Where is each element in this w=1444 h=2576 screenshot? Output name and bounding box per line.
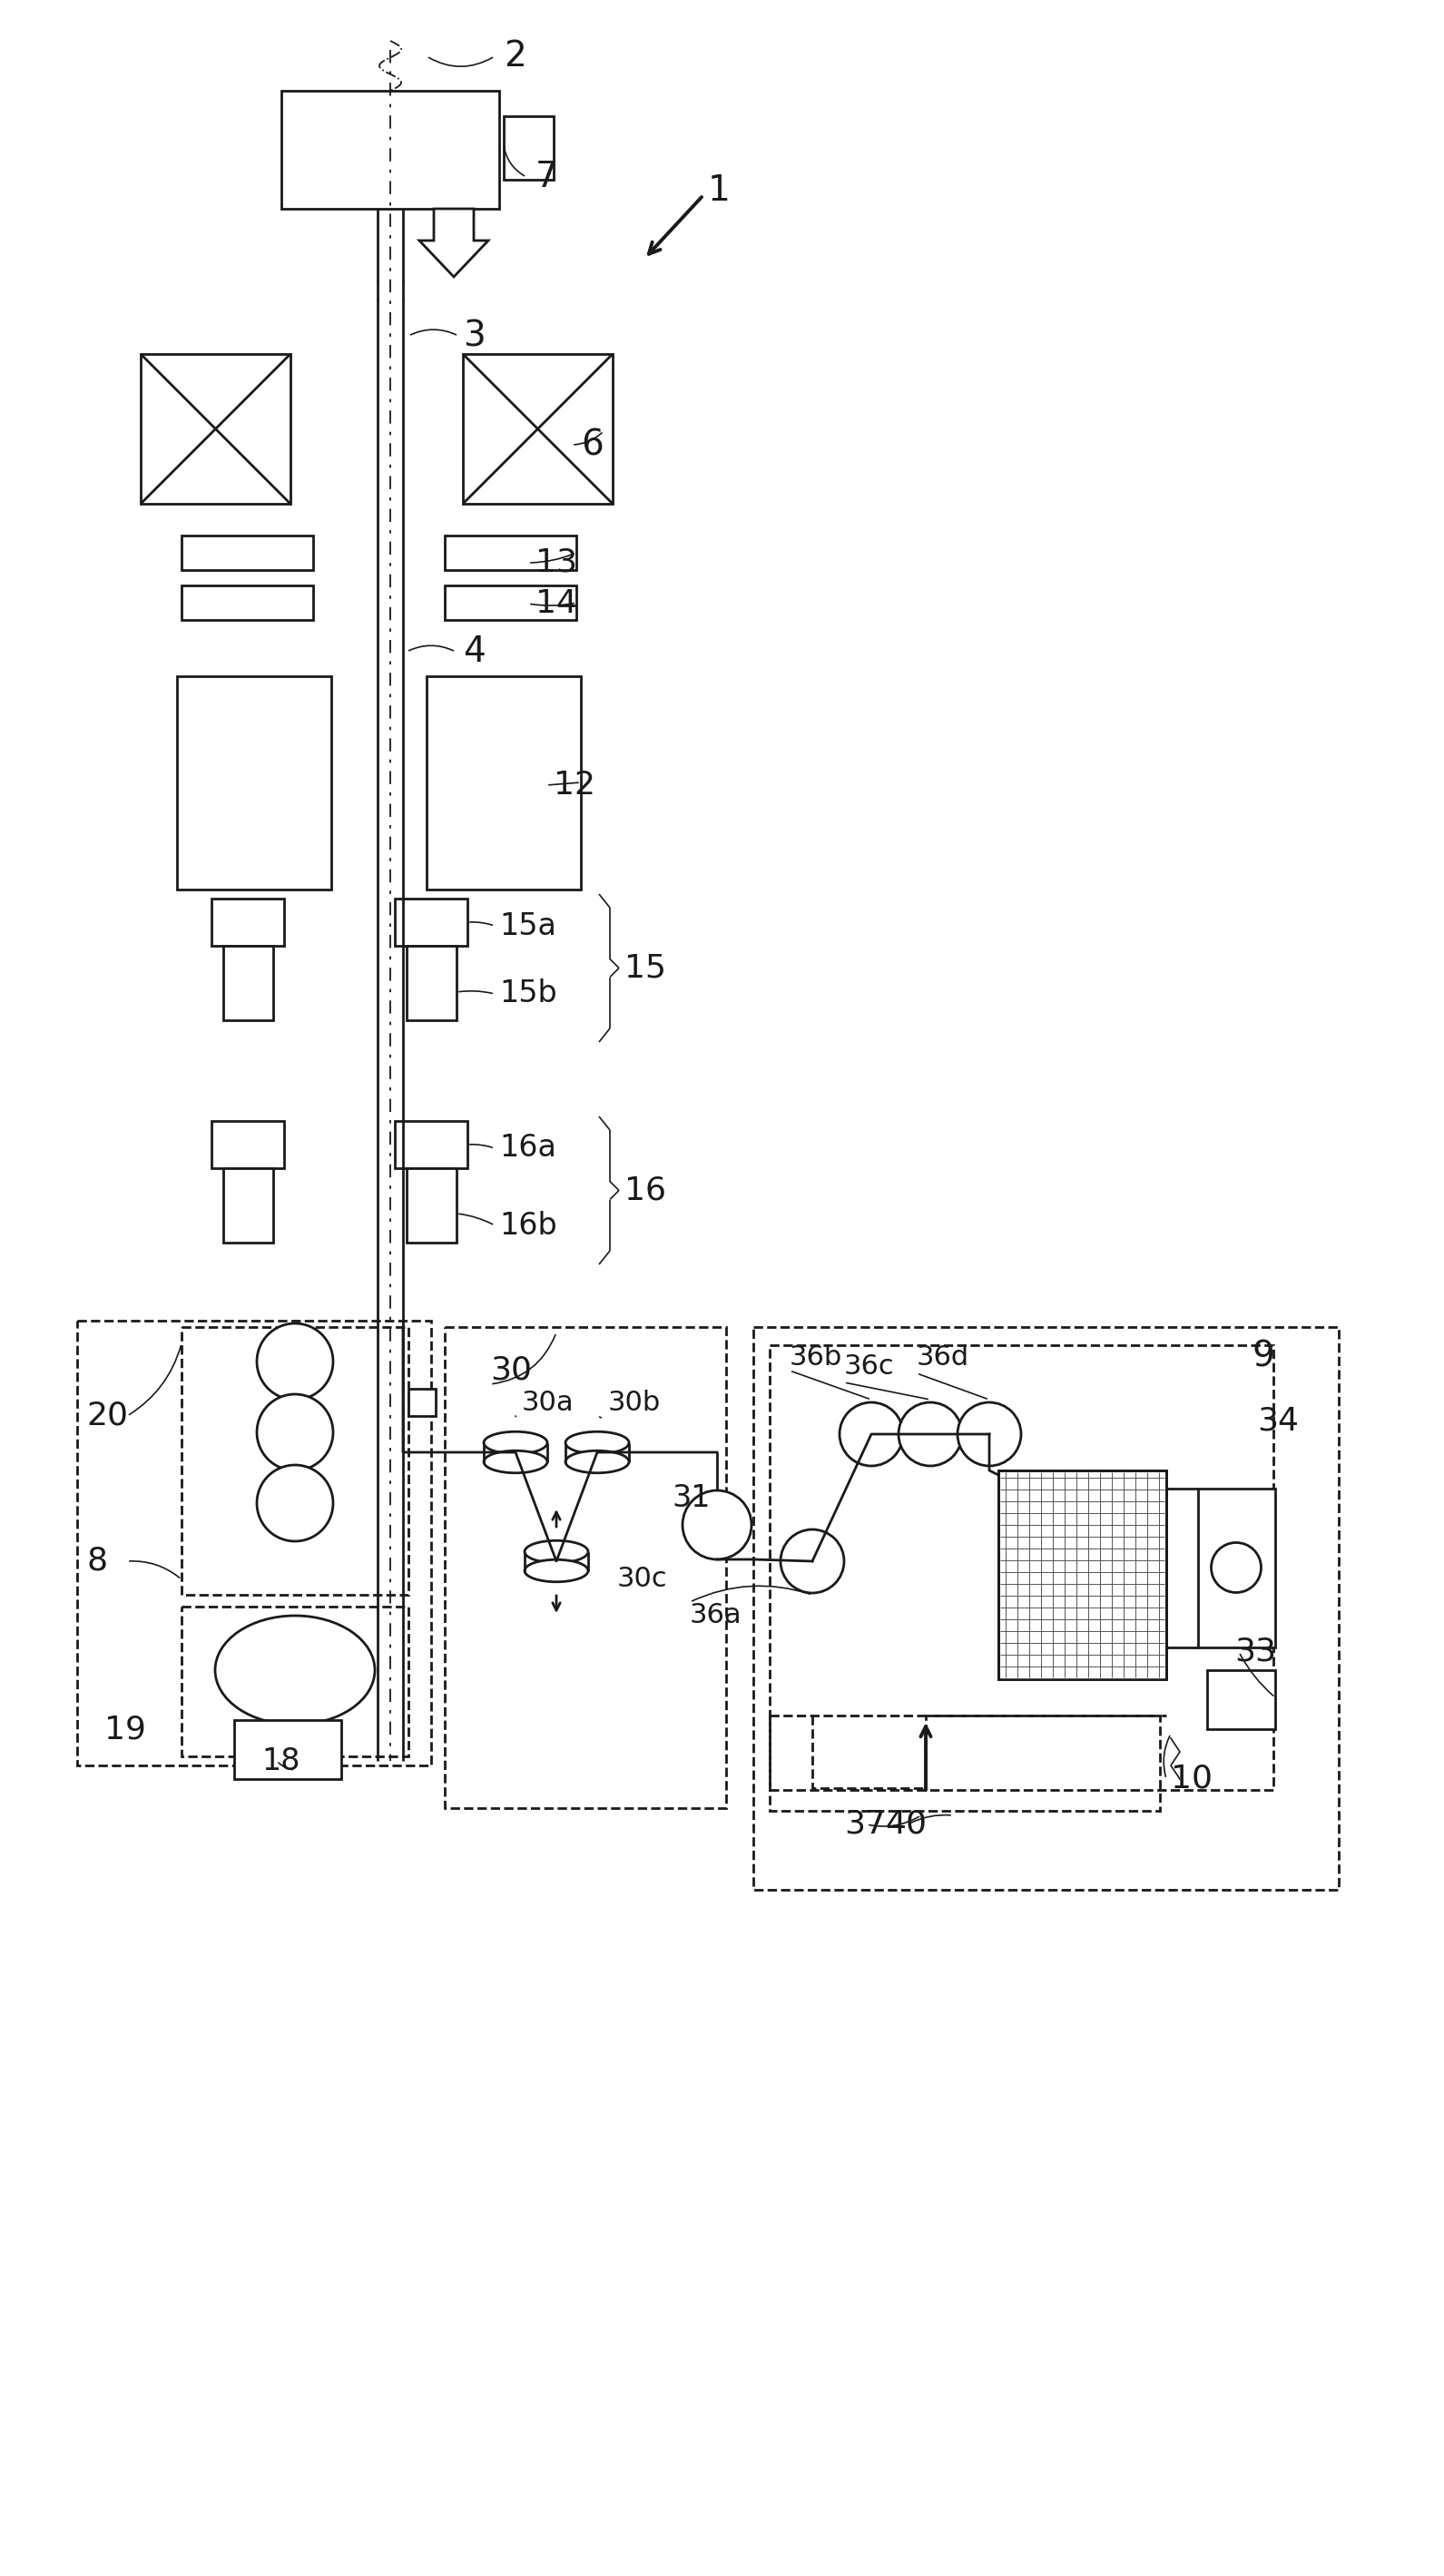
- Bar: [211, 899, 284, 945]
- Bar: [211, 1121, 284, 1167]
- Circle shape: [257, 1394, 334, 1471]
- Circle shape: [781, 1530, 845, 1592]
- Ellipse shape: [215, 1615, 375, 1723]
- Text: 30a: 30a: [521, 1388, 575, 1417]
- Text: 10: 10: [1171, 1765, 1213, 1795]
- Text: 4: 4: [464, 634, 485, 670]
- Bar: [504, 116, 553, 180]
- Ellipse shape: [524, 1558, 588, 1582]
- Text: 20: 20: [87, 1401, 129, 1432]
- Text: 18: 18: [263, 1747, 300, 1775]
- Bar: [464, 353, 612, 505]
- Bar: [224, 945, 273, 1020]
- Ellipse shape: [524, 1540, 588, 1564]
- Text: 12: 12: [553, 770, 595, 801]
- Text: 36c: 36c: [845, 1352, 895, 1378]
- Ellipse shape: [484, 1450, 547, 1473]
- Bar: [394, 899, 468, 945]
- Bar: [445, 1327, 726, 1808]
- Bar: [407, 945, 456, 1020]
- Bar: [182, 1607, 409, 1757]
- Circle shape: [898, 1401, 962, 1466]
- Bar: [77, 1321, 432, 1765]
- Text: 9: 9: [1252, 1340, 1275, 1373]
- Polygon shape: [419, 209, 488, 276]
- Bar: [426, 677, 580, 889]
- Text: 31: 31: [671, 1484, 710, 1512]
- Bar: [224, 1167, 273, 1242]
- Bar: [445, 585, 576, 621]
- Bar: [178, 677, 331, 889]
- Circle shape: [257, 1466, 334, 1540]
- Bar: [998, 1471, 1167, 1680]
- Circle shape: [683, 1492, 751, 1558]
- Text: 19: 19: [104, 1713, 146, 1744]
- Bar: [998, 1471, 1167, 1680]
- Text: 15b: 15b: [500, 979, 557, 1010]
- Bar: [1199, 1489, 1275, 1649]
- Text: 36a: 36a: [690, 1602, 742, 1628]
- Text: 13: 13: [536, 546, 578, 577]
- Text: 16a: 16a: [500, 1133, 556, 1164]
- Text: 30: 30: [490, 1355, 531, 1386]
- Text: 36b: 36b: [790, 1345, 842, 1370]
- Text: 3: 3: [464, 319, 485, 353]
- Text: 33: 33: [1235, 1636, 1276, 1667]
- Bar: [445, 536, 576, 569]
- Text: 16b: 16b: [500, 1211, 557, 1242]
- Bar: [140, 353, 290, 505]
- Text: 6: 6: [580, 428, 604, 461]
- Ellipse shape: [566, 1432, 630, 1453]
- Ellipse shape: [566, 1450, 630, 1473]
- Text: 1: 1: [708, 173, 731, 209]
- Circle shape: [257, 1324, 334, 1399]
- Bar: [754, 1327, 1339, 1891]
- Text: 8: 8: [87, 1546, 107, 1577]
- Bar: [182, 1327, 409, 1595]
- Ellipse shape: [484, 1432, 547, 1453]
- Circle shape: [957, 1401, 1021, 1466]
- Bar: [1207, 1669, 1275, 1728]
- Bar: [182, 536, 313, 569]
- Text: 2: 2: [504, 39, 526, 75]
- Text: 30c: 30c: [617, 1566, 667, 1592]
- Text: 40: 40: [885, 1808, 927, 1839]
- Text: 16: 16: [624, 1175, 666, 1206]
- Circle shape: [839, 1401, 902, 1466]
- Text: 15a: 15a: [500, 912, 556, 940]
- Text: 36d: 36d: [917, 1345, 969, 1370]
- Bar: [770, 1345, 1274, 1790]
- Bar: [770, 1716, 1160, 1811]
- Bar: [282, 90, 500, 209]
- Bar: [409, 1388, 436, 1417]
- Bar: [182, 585, 313, 621]
- Bar: [407, 1167, 456, 1242]
- Bar: [234, 1721, 341, 1780]
- Text: 15: 15: [624, 953, 666, 984]
- Text: 37: 37: [845, 1808, 885, 1839]
- Text: 30b: 30b: [608, 1388, 661, 1417]
- Text: 34: 34: [1258, 1404, 1298, 1435]
- Text: 7: 7: [536, 160, 557, 193]
- Bar: [394, 1121, 468, 1167]
- Text: 14: 14: [536, 587, 578, 618]
